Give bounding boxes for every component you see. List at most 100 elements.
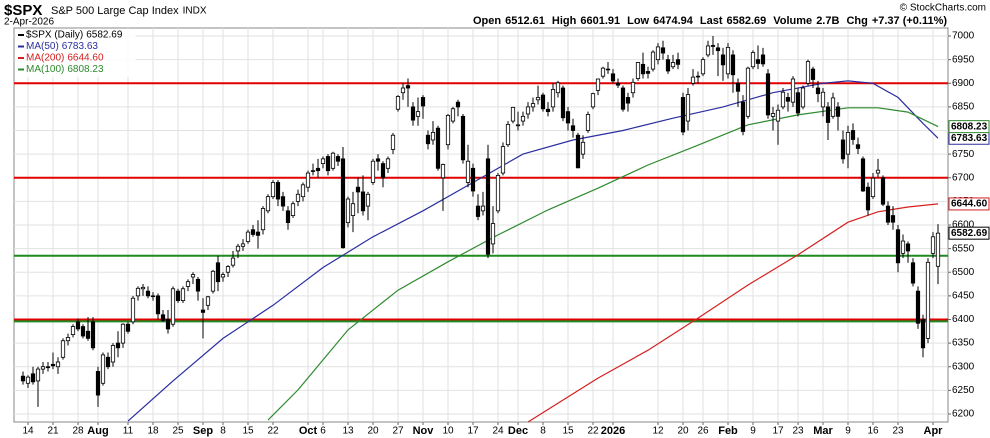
x-tick-label: Feb <box>718 425 738 437</box>
candle-body <box>785 97 791 102</box>
candle-body <box>695 75 701 78</box>
candle-body <box>190 274 196 278</box>
candle-body <box>250 229 256 235</box>
candle-body <box>485 158 491 255</box>
legend-value: 6644.60 <box>67 53 104 64</box>
candle-body <box>155 295 161 315</box>
axes: Open 6512.61 High 6601.91 Low 6474.94 Last 6582… <box>16 15 990 437</box>
candle-body <box>495 174 501 212</box>
x-tick-label: Aug <box>87 425 108 437</box>
quote-value: +7.37 (+0.11%) <box>872 15 948 27</box>
x-tick-label: 9 <box>750 426 756 437</box>
candle-body <box>835 106 841 117</box>
candle-body <box>335 156 341 162</box>
candle-body <box>260 208 266 231</box>
x-tick-label: 12 <box>652 426 664 437</box>
candle-body <box>415 111 421 117</box>
candle-body <box>825 106 831 123</box>
candle-body <box>925 261 931 339</box>
candle-body <box>725 46 731 75</box>
candle-body <box>605 68 611 71</box>
candle-body <box>860 158 866 192</box>
value-tag-label: 6644.60 <box>951 199 988 210</box>
candle-body <box>460 115 466 161</box>
candle-body <box>855 144 861 149</box>
quote-label: Open <box>473 15 501 27</box>
legend-name: MA(200) <box>26 53 64 64</box>
candle-body <box>405 85 411 89</box>
quote-label: Low <box>627 15 649 27</box>
candle-body <box>195 278 201 292</box>
candle-body <box>285 210 291 224</box>
candle-body <box>345 198 351 224</box>
candle-body <box>840 139 846 160</box>
candle-body <box>795 92 801 114</box>
candle-body <box>655 46 661 61</box>
y-tick-label: 7000 <box>952 31 975 42</box>
y-tick-label: 6350 <box>952 338 975 349</box>
candle-body <box>670 62 676 68</box>
candle-body <box>220 274 226 278</box>
candle-body <box>735 82 741 92</box>
y-tick-label: 6550 <box>952 243 975 254</box>
x-tick-label: Apr <box>924 425 944 437</box>
candle-body <box>205 296 211 306</box>
candle-body <box>280 196 286 207</box>
candle-body <box>805 61 811 84</box>
candle-body <box>775 109 781 122</box>
candle-body <box>85 330 91 339</box>
candle-body <box>685 94 691 122</box>
candle-body <box>420 97 426 107</box>
candle-body <box>555 82 561 94</box>
candle-body <box>100 354 106 384</box>
candle-body <box>535 97 541 101</box>
x-tick-label: 22 <box>587 426 599 437</box>
x-tick-label: 20 <box>677 426 689 437</box>
candle-body <box>810 68 816 80</box>
candle-body <box>530 103 536 108</box>
candle-body <box>715 47 721 52</box>
candle-body <box>105 356 111 368</box>
x-tick-label: Dec <box>508 425 528 437</box>
y-tick-label: 6700 <box>952 172 975 183</box>
x-tick-label: 15 <box>242 426 254 437</box>
candle-body <box>560 87 566 119</box>
candle-body <box>865 186 871 211</box>
candle-body <box>780 91 786 108</box>
candle-body <box>55 361 61 368</box>
candle-body <box>910 262 916 284</box>
x-tick-label: 10 <box>442 426 454 437</box>
candle-body <box>275 182 281 200</box>
candle-body <box>935 232 941 267</box>
y-tick-label: 6400 <box>952 314 975 325</box>
candle-body <box>590 93 596 108</box>
x-tick-label: 13 <box>342 426 354 437</box>
candle-body <box>525 106 531 115</box>
candle-body <box>885 205 891 223</box>
x-tick-label: 20 <box>367 426 379 437</box>
legend-name: MA(50) <box>26 41 59 52</box>
candle-body <box>225 266 231 273</box>
candle-body <box>175 290 181 301</box>
x-tick-label: 23 <box>892 426 904 437</box>
candle-body <box>240 243 246 247</box>
candle-body <box>245 231 251 242</box>
candle-body <box>730 54 736 76</box>
candle-body <box>880 177 886 205</box>
exchange: INDX <box>183 6 207 17</box>
candle-body <box>435 127 441 169</box>
x-tick-label: 28 <box>72 426 84 437</box>
candle-body <box>800 87 806 108</box>
x-tick-label: 8 <box>540 426 546 437</box>
candle-body <box>230 257 236 266</box>
x-tick-label: Sep <box>193 425 213 437</box>
x-tick-label: 15 <box>562 426 574 437</box>
candle-body <box>330 152 336 169</box>
candle-body <box>50 363 56 367</box>
y-tick-label: 6950 <box>952 54 975 65</box>
candle-body <box>505 123 511 146</box>
quote-value: 6582.69 <box>727 15 767 27</box>
candle-body <box>185 281 191 287</box>
candle-body <box>350 203 356 216</box>
